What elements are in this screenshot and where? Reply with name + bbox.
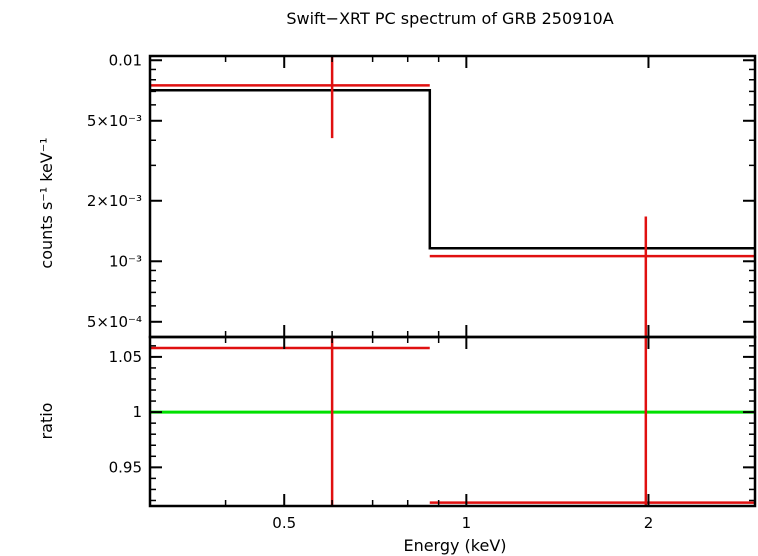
y-tick-label: 2×10⁻³ (87, 192, 142, 210)
y-tick-label: 5×10⁻⁴ (87, 313, 142, 331)
y-tick-label: 10⁻³ (109, 252, 142, 270)
x-tick-label: 2 (644, 514, 654, 532)
chart-title: Swift−XRT PC spectrum of GRB 250910A (286, 9, 613, 28)
spectrum-panel-frame (148, 54, 757, 339)
spectrum-data-point-1 (150, 56, 430, 139)
x-tick-label: 1 (462, 514, 472, 532)
x-tick-label: 0.5 (272, 514, 296, 532)
ratio-data-point-1 (150, 337, 430, 506)
spectrum-data-point-2 (429, 216, 755, 337)
y-tick-label: 5×10⁻³ (87, 112, 142, 130)
ratio-y-tick-label: 1 (132, 403, 142, 421)
spectrum-panel: 0.01 5×10⁻³ 2×10⁻³ 10⁻³ 5×10⁻⁴ (87, 51, 757, 339)
y-axis-title-ratio: ratio (37, 403, 56, 440)
y-tick-label: 0.01 (109, 51, 142, 69)
ratio-panel-frame (148, 335, 757, 508)
y-axis-title-counts: counts s⁻¹ keV⁻¹ (37, 137, 56, 268)
ratio-panel: 1.05 1 0.95 0.5 1 2 (109, 56, 757, 532)
ratio-y-tick-label: 0.95 (109, 458, 142, 476)
x-axis-title: Energy (keV) (403, 536, 506, 555)
model-step-line (150, 88, 755, 250)
ratio-data-point-2 (429, 337, 755, 506)
ratio-y-tick-label: 1.05 (109, 348, 142, 366)
